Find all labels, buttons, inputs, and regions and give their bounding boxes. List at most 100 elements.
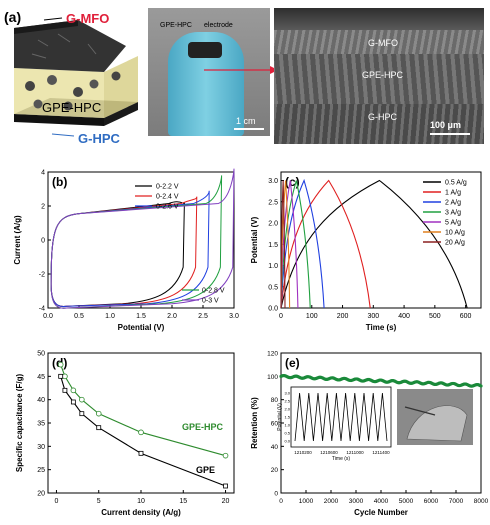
data-point — [79, 411, 85, 417]
sem-scale-label: 100 μm — [430, 120, 462, 130]
y-tick-label: 40 — [271, 444, 279, 451]
inset-y-tick-label: 3.0 — [284, 391, 290, 396]
inset-y-tick-label: 2.5 — [284, 399, 290, 404]
photo-label-gpe-hpc: GPE-HPC — [160, 22, 192, 29]
data-point — [138, 450, 144, 456]
panel-a-label: (a) — [4, 9, 22, 25]
cv-curve — [50, 196, 198, 308]
inset-x-tick-label: 1211000 — [346, 450, 364, 455]
x-tick-label: 400 — [398, 313, 410, 320]
schematic-label-mfo: G-MFO — [66, 11, 110, 26]
x-tick-label: 3.0 — [229, 313, 239, 320]
device-photo — [148, 8, 270, 136]
clip-wire — [404, 406, 436, 416]
legend-label: 0-2.2 V — [156, 184, 179, 191]
gcd-curve — [280, 178, 325, 309]
gcd-curve — [280, 180, 299, 309]
x-tick-label: 2.5 — [198, 313, 208, 320]
data-point — [57, 361, 64, 368]
y-tick-label: 120 — [267, 351, 278, 358]
y-tick-label: 1.5 — [268, 242, 278, 249]
cv-chart: (b) 0.0 0.5 1.0 1.5 2.0 2.5 3.0 -4 -2 0 2 4 Potential… — [13, 168, 239, 332]
x-tick-label: 0 — [55, 498, 59, 505]
inset-y-tick-label: 1.0 — [284, 423, 290, 428]
x-tick-label: 8000 — [474, 498, 489, 505]
data-point — [222, 452, 229, 459]
retention-chart: (e) 0 1000 2000 3000 4000 5000 6000 7000 8000 0 20 4… — [250, 351, 489, 518]
device-film — [188, 42, 222, 58]
y-tick-label: 25 — [37, 467, 45, 474]
y-tick-label: 2 — [41, 204, 45, 211]
sem-label-hpc: G-HPC — [368, 112, 397, 122]
x-tick-label: 1.5 — [136, 313, 146, 320]
data-point — [96, 425, 102, 431]
y-axis-label: Retention (%) — [250, 397, 259, 449]
legend-label: 10 A/g — [445, 230, 465, 237]
panel-label: (e) — [285, 356, 300, 370]
y-tick-label: 50 — [37, 351, 45, 358]
inset-y-tick-label: 0.0 — [284, 439, 290, 444]
y-tick-label: 30 — [37, 444, 45, 451]
sem-label-mfo: G-MFO — [368, 38, 398, 48]
x-axis-label: Potential (V) — [118, 323, 165, 332]
inset-y-label: Potential (V) — [277, 403, 283, 431]
legend-label: 0-3 V — [202, 298, 219, 305]
x-tick-label: 0 — [279, 498, 283, 505]
y-tick-label: 80 — [271, 397, 279, 404]
plot-frame — [280, 171, 482, 309]
schematic-label-gpe-hpc: GPE-HPC — [42, 100, 102, 115]
x-tick-label: 0.5 — [74, 313, 84, 320]
x-tick-label: 1.0 — [105, 313, 115, 320]
schematic-label-hpc: G-HPC — [78, 131, 120, 146]
y-tick-label: 0 — [274, 491, 278, 498]
y-tick-label: 1.0 — [268, 263, 278, 270]
series-label: GPE-HPC — [182, 422, 224, 432]
data-point — [58, 373, 64, 379]
data-point — [79, 396, 85, 403]
legend-label: 3 A/g — [445, 210, 461, 217]
legend-label: 2 A/g — [445, 200, 461, 207]
legend-label: 0-2.6 V — [156, 204, 179, 211]
inset-y-tick-label: 0.5 — [284, 431, 290, 436]
y-tick-label: 45 — [37, 374, 45, 381]
x-tick-label: 600 — [460, 313, 472, 320]
x-tick-label: 5000 — [399, 498, 414, 505]
x-tick-label: 0 — [279, 313, 283, 320]
y-tick-label: -4 — [39, 306, 45, 313]
y-tick-label: 35 — [37, 421, 45, 428]
x-tick-label: 0.0 — [43, 313, 53, 320]
x-tick-label: 6000 — [424, 498, 439, 505]
y-tick-label: 4 — [41, 170, 45, 177]
y-tick-label: 20 — [271, 467, 279, 474]
x-tick-label: 2000 — [324, 498, 339, 505]
y-tick-label: 0.5 — [268, 284, 278, 291]
y-tick-label: 40 — [37, 397, 45, 404]
x-tick-label: 7000 — [449, 498, 464, 505]
y-axis-label: Current (A/g) — [13, 215, 22, 265]
legend-label: 0.5 A/g — [445, 180, 467, 187]
x-tick-label: 300 — [367, 313, 379, 320]
x-tick-label: 2.0 — [167, 313, 177, 320]
inset-curve — [294, 392, 388, 442]
data-point — [138, 429, 144, 436]
x-axis-label: Current density (A/g) — [101, 508, 181, 517]
x-tick-label: 20 — [222, 498, 230, 505]
legend-label: 20 A/g — [445, 240, 465, 247]
x-axis-label: Time (s) — [366, 323, 397, 332]
zoom-arrow — [204, 66, 278, 74]
data-point — [223, 483, 228, 489]
inset-x-label: Time (s) — [332, 456, 350, 462]
bent-film — [406, 405, 468, 442]
inset-y-tick-label: 1.5 — [284, 415, 290, 420]
y-tick-label: 100 — [267, 374, 278, 381]
x-tick-label: 15 — [179, 498, 187, 505]
y-tick-label: 0.0 — [268, 306, 278, 313]
gcd-curve — [280, 180, 286, 309]
x-tick-label: 4000 — [374, 498, 389, 505]
sem-scale-bar — [430, 133, 470, 135]
data-point — [70, 399, 76, 405]
sem-label-gpe-hpc: GPE-HPC — [362, 70, 404, 80]
y-axis-label: Potential (V) — [250, 216, 259, 263]
panel-label: (b) — [52, 175, 67, 189]
